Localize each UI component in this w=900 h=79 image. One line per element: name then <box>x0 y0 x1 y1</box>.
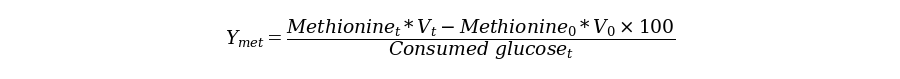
Text: $\mathit{Y}_{met} = \dfrac{\mathit{Methionine}_t * \mathit{V}_t - \mathit{Methio: $\mathit{Y}_{met} = \dfrac{\mathit{Methi… <box>225 17 675 62</box>
